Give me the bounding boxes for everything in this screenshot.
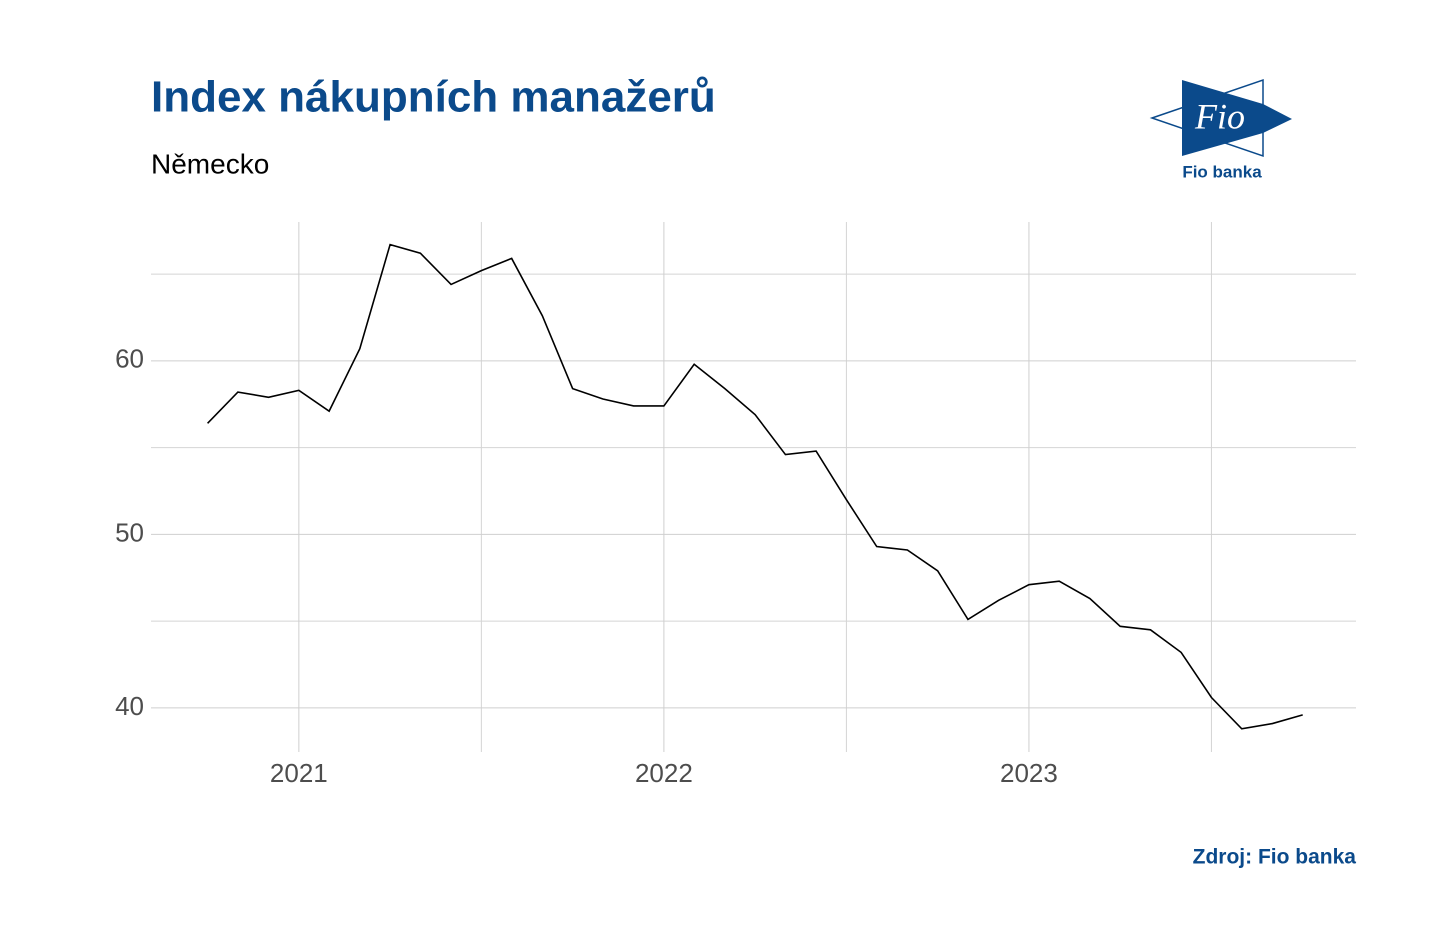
logo: Fio Fio banka <box>1149 78 1292 181</box>
x-tick-label: 2023 <box>1000 758 1058 788</box>
y-tick-label: 60 <box>115 344 144 374</box>
x-tick-label: 2022 <box>635 758 693 788</box>
line <box>207 243 1303 730</box>
y-tick-label: 50 <box>115 517 144 547</box>
chart-subtitle: Německo <box>151 148 269 179</box>
logo-shape <box>1182 80 1292 156</box>
y-tick-label: 40 <box>115 691 144 721</box>
logo-name: Fio banka <box>1182 162 1262 181</box>
logo-mark: Fio <box>1194 96 1245 136</box>
source: Zdroj: Fio banka <box>1193 846 1357 869</box>
chart-title: Index nákupních manažerů <box>151 73 716 122</box>
x-tick-label: 2021 <box>270 758 328 788</box>
